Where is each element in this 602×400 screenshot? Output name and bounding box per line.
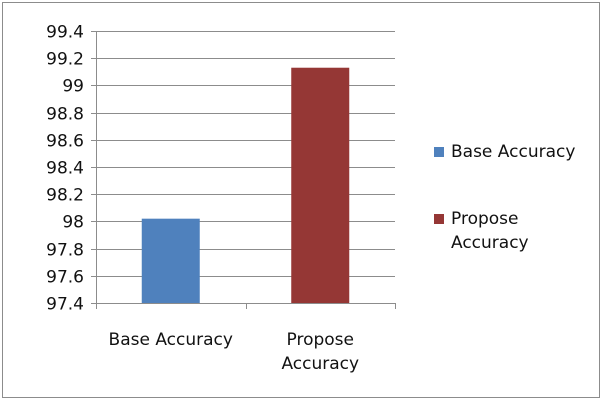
bar-base-accuracy bbox=[141, 218, 200, 303]
legend-swatch bbox=[434, 214, 444, 224]
y-tick-label: 97.8 bbox=[46, 241, 84, 261]
legend-label: Propose Accuracy bbox=[451, 209, 529, 253]
y-tick-label: 98.6 bbox=[46, 132, 84, 152]
y-tick-label: 99.2 bbox=[46, 50, 84, 70]
x-tick-label-line: Accuracy bbox=[281, 354, 359, 374]
y-tick-label: 98.2 bbox=[46, 186, 84, 206]
x-tick-label: Base Accuracy bbox=[109, 330, 233, 350]
legend: Base Accuracy Propose Accuracy bbox=[434, 142, 575, 253]
axes bbox=[96, 31, 396, 309]
x-tick-label-line: Base Accuracy bbox=[109, 330, 233, 350]
y-tick-label: 99 bbox=[62, 77, 84, 97]
legend-label-line: Base Accuracy bbox=[451, 142, 575, 162]
y-tick-label: 98 bbox=[62, 213, 84, 233]
y-tick-labels: 97.4 97.6 97.8 98 98.2 98.4 98.6 98.8 99 99.2 99.4 bbox=[46, 23, 84, 315]
y-tick-label: 99.4 bbox=[46, 23, 84, 43]
y-tick-label: 98.4 bbox=[46, 159, 84, 179]
x-tick-labels: Base Accuracy Propose Accuracy bbox=[109, 330, 360, 374]
bars bbox=[141, 67, 350, 303]
y-tick-label: 97.6 bbox=[46, 268, 84, 288]
legend-label: Base Accuracy bbox=[451, 142, 575, 162]
gridlines bbox=[91, 31, 395, 304]
y-tick-label: 98.8 bbox=[46, 105, 84, 125]
legend-label-line: Propose bbox=[451, 209, 518, 229]
x-tick-label: Propose Accuracy bbox=[281, 330, 359, 374]
bar-propose-accuracy bbox=[291, 67, 350, 303]
legend-label-line: Accuracy bbox=[451, 233, 529, 253]
y-tick-label: 97.4 bbox=[46, 295, 84, 315]
legend-swatch bbox=[434, 147, 444, 157]
x-tick-label-line: Propose bbox=[287, 330, 354, 350]
